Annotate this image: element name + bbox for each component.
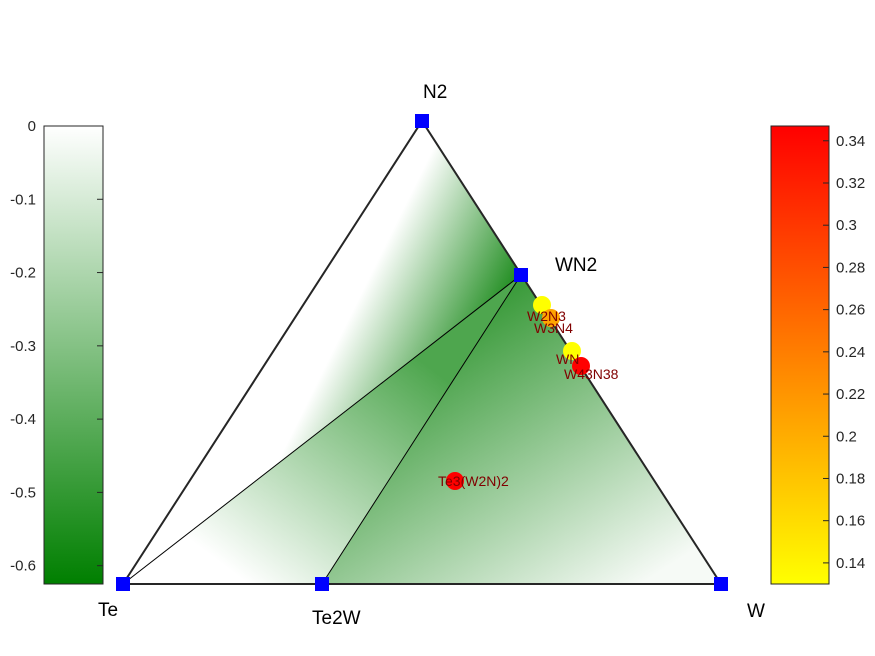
hull-distance-colorbar [770, 125, 830, 585]
right-colorbar-tick-label: 0.2 [836, 428, 857, 445]
left-colorbar-tick-label: -0.2 [10, 265, 36, 282]
phase-label-wn: WN [556, 351, 579, 367]
vertex-label-wn2: WN2 [555, 255, 597, 276]
phase-marker-te3w2n2 [446, 472, 464, 490]
vertex-label-te2w: Te2W [312, 608, 361, 629]
left-colorbar-tick-label: -0.6 [10, 558, 36, 575]
phase-label-w2n3: W2N3 [527, 308, 566, 324]
vertex-marker-n2 [415, 114, 429, 128]
phase-marker-wn [563, 342, 581, 360]
tie-line-te-wn2 [122, 274, 522, 585]
right-colorbar-tick-label: 0.26 [836, 302, 865, 319]
right-colorbar-tick-label: 0.34 [836, 133, 865, 150]
vertex-label-te: Te [98, 600, 118, 621]
right-colorbar-tick-label: 0.32 [836, 175, 865, 192]
vertex-label-n2: N2 [423, 82, 447, 103]
right-colorbar-tick-label: 0.24 [836, 344, 865, 361]
phase-label-w43n38: W43N38 [564, 366, 619, 382]
right-colorbar-tick-label: 0.16 [836, 513, 865, 530]
right-colorbar-tick-label: 0.18 [836, 470, 865, 487]
left-colorbar-tick-label: -0.3 [10, 338, 36, 355]
vertex-marker-wn2 [514, 268, 528, 282]
formation-energy-colorbar [43, 125, 104, 585]
phase-label-te3w2n2: Te3(W2N)2 [438, 473, 509, 489]
vertex-marker-te [116, 577, 130, 591]
facet-te2w-w-wn2 [322, 275, 721, 584]
phase-label-w3n4: W3N4 [534, 320, 573, 336]
phase-marker-w2n3 [533, 296, 551, 314]
left-colorbar-tick-label: 0 [28, 118, 36, 135]
left-colorbar-tick-label: -0.4 [10, 411, 36, 428]
phase-marker-w43n38 [572, 357, 590, 375]
vertex-label-w: W [747, 601, 765, 622]
right-colorbar-tick-label: 0.22 [836, 386, 865, 403]
vertex-marker-w [714, 577, 728, 591]
right-colorbar-tick-label: 0.3 [836, 217, 857, 234]
right-colorbar-tick-label: 0.28 [836, 259, 865, 276]
facet-te-n2-wn2 [123, 121, 521, 584]
vertex-marker-te2w [315, 577, 329, 591]
phase-marker-w3n4 [542, 309, 560, 327]
left-colorbar-tick-label: -0.1 [10, 191, 36, 208]
left-colorbar-tick-label: -0.5 [10, 484, 36, 501]
right-colorbar-tick-label: 0.14 [836, 555, 865, 572]
tie-line-te2w-wn2 [321, 274, 522, 585]
